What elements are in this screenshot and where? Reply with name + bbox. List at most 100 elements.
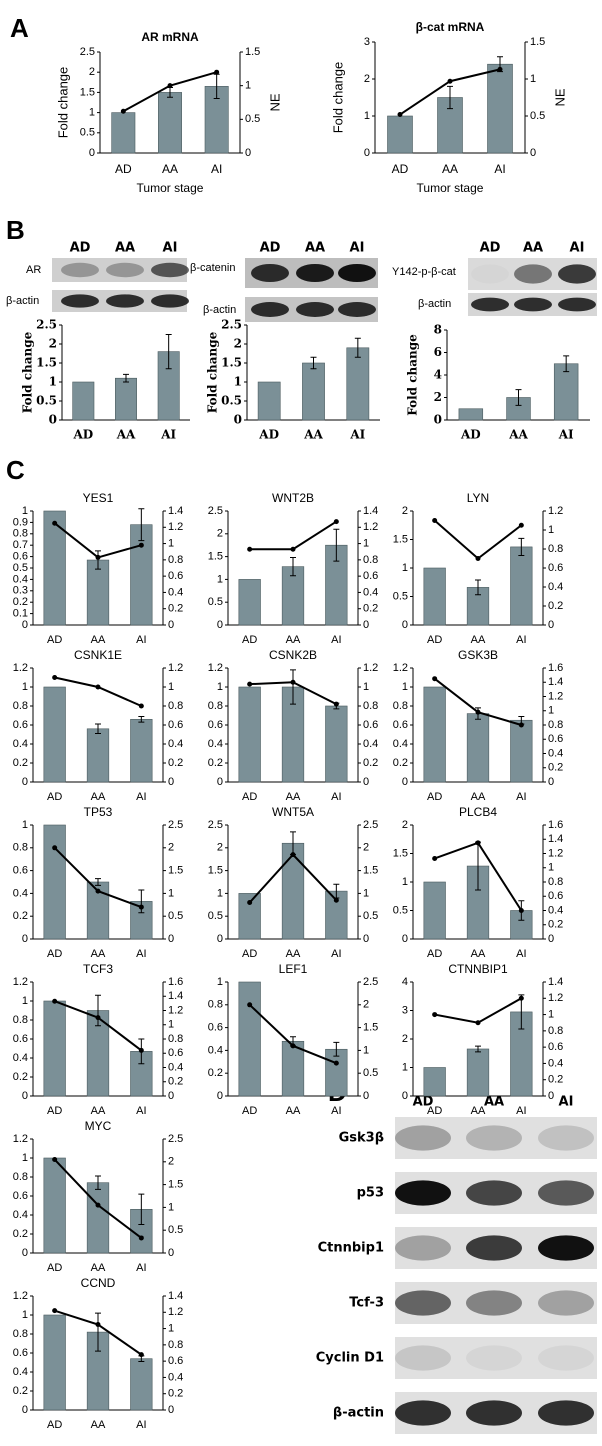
y-tick-label: 0.1 [13,608,28,620]
blot-band [466,1345,522,1371]
x-tick-label: AA [471,1105,486,1117]
y-tick-label: 1.2 [13,662,28,674]
y2-tick-label: 0 [363,619,369,631]
y-tick-label: 0.6 [208,719,223,731]
y-tick-label: 0 [217,619,223,631]
error-bar [138,508,145,542]
blot-row-label: β-actin [6,295,39,307]
lane-label: AD [260,241,281,256]
y-tick-label: 1.5 [393,847,408,859]
y2-axis-label: NE [552,88,567,106]
y-tick-label: 2.5 [208,819,223,831]
y-tick-label: 1 [22,505,28,517]
blot-strip [395,1337,597,1379]
y2-tick-label: 0 [530,147,536,159]
y-tick-label: 0.9 [13,516,28,528]
y-axis-label: Fold change [206,331,220,413]
y-tick-label: 0.5 [208,596,223,608]
y-tick-label: 0.5 [36,394,57,408]
y2-tick-label: 0 [363,776,369,788]
error-bar [165,334,172,370]
bar [111,112,136,154]
y2-tick-label: 2 [363,999,369,1011]
y-tick-label: 1 [217,976,223,988]
bar [43,1000,66,1097]
error-bar [475,1045,481,1053]
blot-band [538,1125,594,1151]
line [434,519,522,560]
x-tick-label: AD [47,1105,62,1117]
y-tick-label: 2.5 [221,318,242,332]
x-tick-label: AD [115,162,132,176]
y2-tick-label: 0.2 [363,757,378,769]
y2-tick-label: 0.4 [168,1371,183,1383]
line-marker [95,1202,101,1208]
y2-tick-label: 1 [548,862,554,874]
y2-tick-label: 0.4 [168,586,183,598]
x-tick-label: AI [160,428,176,442]
blot-band [106,262,144,278]
y2-tick-label: 0.8 [168,554,183,566]
blot-row-label: β-actin [333,1406,384,1421]
y2-tick-label: 1.4 [168,990,183,1002]
y2-tick-label: 1.5 [168,865,183,877]
y-tick-label: 1.5 [80,86,95,98]
y-tick-label: 0 [22,1090,28,1102]
x-tick-label: AA [91,1262,106,1274]
panel-letter: C [6,455,25,485]
x-tick-label: AD [242,948,257,960]
y2-tick-label: 0.2 [168,757,183,769]
chart-title: TCF3 [83,962,113,976]
y2-tick-label: 0.8 [548,543,563,555]
y2-tick-label: 1.2 [168,521,183,533]
y-tick-label: 0.8 [13,842,28,854]
y-tick-label: 0.2 [13,910,28,922]
line-marker [518,522,524,528]
line [434,997,522,1024]
y2-tick-label: 1.2 [548,992,563,1004]
blot-row-label: Tcf-3 [349,1296,384,1311]
bar [43,1157,66,1254]
y-tick-label: 0.2 [13,596,28,608]
y-tick-label: 0.7 [13,539,28,551]
blot-strip [395,1117,597,1159]
line-marker [95,554,101,560]
line-marker [138,542,144,548]
line [249,520,337,551]
y2-tick-label: 1.2 [168,1004,183,1016]
y-tick-label: 2.5 [208,505,223,517]
y2-tick-label: 0 [245,147,251,159]
error-bar [95,723,101,735]
y2-tick-label: 1.6 [548,662,563,674]
blot-band [296,302,334,317]
bar [238,579,261,626]
x-axis-label: Tumor stage [137,181,204,195]
y-tick-label: 1 [402,1061,408,1073]
bar [423,1067,446,1097]
x-tick-label: AD [242,791,257,803]
y2-tick-label: 1.5 [530,36,545,48]
y2-tick-label: 0.8 [363,700,378,712]
y2-tick-label: 1.2 [363,662,378,674]
y2-tick-label: 1.5 [168,1179,183,1191]
x-tick-label: AD [258,428,279,442]
y-tick-label: 1.2 [13,1290,28,1302]
y2-tick-label: 0.2 [363,603,378,615]
y2-tick-label: 0.5 [168,1224,183,1236]
bar [466,713,490,783]
y-tick-label: 0.5 [221,394,242,408]
bar [487,63,513,154]
y-tick-label: 0 [234,413,242,427]
blot-band [466,1125,522,1151]
y-tick-label: 0.6 [13,719,28,731]
x-tick-label: AD [72,428,93,442]
blot-row-label: AR [26,264,41,276]
line-marker [247,900,253,906]
blot-band [395,1125,451,1151]
x-tick-label: AA [471,634,486,646]
x-tick-label: AD [47,1419,62,1431]
y-tick-label: 2 [234,337,242,351]
y2-tick-label: 1 [548,705,554,717]
bar [510,719,533,783]
chart-title: MYC [85,1119,112,1133]
